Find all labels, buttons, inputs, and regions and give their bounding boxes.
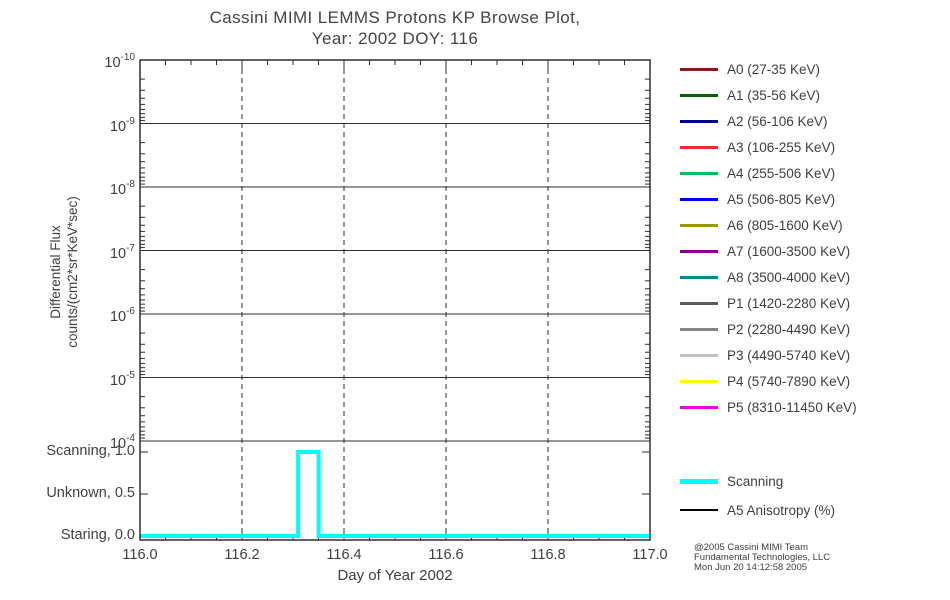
legend-item-scanning: Scanning <box>680 473 783 489</box>
legend-color-line <box>680 67 718 71</box>
legend-item-a6: A6 (805-1600 KeV) <box>680 217 843 233</box>
legend-item-label: A8 (3500-4000 KeV) <box>727 269 851 285</box>
y-tick-label: 10-4 <box>109 433 135 452</box>
legend-item-label: P2 (2280-4490 KeV) <box>727 321 851 337</box>
legend-color-line <box>680 223 718 227</box>
legend-color-line <box>680 93 718 97</box>
legend-color-line <box>680 249 718 253</box>
y-tick-label: 10-9 <box>109 115 135 135</box>
legend-item-label: P3 (4490-5740 KeV) <box>727 347 851 363</box>
legend-color-line <box>680 197 718 201</box>
legend-color-line <box>680 171 718 175</box>
y-tick-label: 10-6 <box>109 306 135 325</box>
legend-item-p4: P4 (5740-7890 KeV) <box>680 373 850 389</box>
legend-item-p3: P3 (4490-5740 KeV) <box>680 347 850 363</box>
legend-color-line <box>680 145 718 149</box>
x-tick-label: 116.0 <box>122 547 158 563</box>
legend-item-a3: A3 (106-255 KeV) <box>680 139 835 155</box>
legend-color-line <box>680 119 718 123</box>
legend-color-line <box>680 379 718 383</box>
y-tick-label: 10-10 <box>104 52 135 71</box>
legend-item-label: A5 Anisotropy (%) <box>727 502 836 518</box>
legend-item-label: A3 (106-255 KeV) <box>727 139 836 155</box>
plot-frame <box>139 59 651 541</box>
legend-item-p2: P2 (2280-4490 KeV) <box>680 321 850 337</box>
plot-title-line1: Cassini MIMI LEMMS Protons KP Browse Plo… <box>209 8 581 27</box>
legend-item-label: P1 (1420-2280 KeV) <box>727 295 851 311</box>
mode-axis-label: Scanning, 1.0 <box>46 443 135 459</box>
legend-item-a5-anisotropy: A5 Anisotropy (%) <box>680 502 835 518</box>
credit-line2: Fundamental Technologies, LLC <box>694 552 831 563</box>
legend-color-line <box>680 478 718 484</box>
legend-item-label: P4 (5740-7890 KeV) <box>727 373 851 389</box>
legend-item-a5: A5 (506-805 KeV) <box>680 191 835 207</box>
legend-item-label: A7 (1600-3500 KeV) <box>727 243 851 259</box>
credit-line3: Mon Jun 20 14:12:58 2005 <box>694 562 808 573</box>
legend-item-label: A4 (255-506 KeV) <box>727 165 836 181</box>
legend-item-a8: A8 (3500-4000 KeV) <box>680 269 850 285</box>
scanning-mode-trace <box>140 450 650 538</box>
legend-item-label: Scanning <box>727 473 784 489</box>
credit-text: @2005 Cassini MIMI Team Fundamental Tech… <box>694 543 830 573</box>
x-tick-label: 116.4 <box>326 547 362 563</box>
legend-item-label: A2 (56-106 KeV) <box>727 113 828 129</box>
legend-color-line <box>680 353 718 357</box>
y-tick-label: 10-8 <box>109 179 135 198</box>
legend-item-a7: A7 (1600-3500 KeV) <box>680 243 850 259</box>
legend-item-label: P5 (8310-11450 KeV) <box>727 399 857 415</box>
x-tick-label: 116.2 <box>224 547 260 563</box>
x-axis-label: Day of Year 2002 <box>337 567 453 584</box>
x-tick-label: 116.8 <box>530 547 566 563</box>
legend-item-label: A0 (27-35 KeV) <box>727 61 821 77</box>
legend-color-line <box>680 327 718 331</box>
x-tick-label: 116.6 <box>428 547 464 563</box>
legend-item-label: A5 (506-805 KeV) <box>727 191 836 207</box>
mode-axis-label: Unknown, 0.5 <box>46 485 135 501</box>
y-tick-label: 10-7 <box>109 242 135 262</box>
x-tick-label: 117.0 <box>632 547 668 563</box>
mode-axis-label: Staring, 0.0 <box>60 527 135 543</box>
plot-title-line2: Year: 2002 DOY: 116 <box>311 29 479 48</box>
legend-color-line <box>680 301 718 305</box>
legend-item-p5: P5 (8310-11450 KeV) <box>680 399 857 415</box>
credit-line1: @2005 Cassini MIMI Team <box>694 542 809 553</box>
legend-item-p1: P1 (1420-2280 KeV) <box>680 295 850 311</box>
legend-item-label: A6 (805-1600 KeV) <box>727 217 843 233</box>
legend-item-a4: A4 (255-506 KeV) <box>680 165 835 181</box>
plot-title: Cassini MIMI LEMMS Protons KP Browse Plo… <box>95 7 695 49</box>
legend-item-a0: A0 (27-35 KeV) <box>680 61 820 77</box>
legend-item-label: A1 (35-56 KeV) <box>727 87 821 103</box>
y-tick-label: 10-5 <box>109 369 135 389</box>
legend-color-line <box>680 509 718 511</box>
legend-color-line <box>680 275 718 279</box>
legend-item-a1: A1 (35-56 KeV) <box>680 87 820 103</box>
legend-item-a2: A2 (56-106 KeV) <box>680 113 828 129</box>
legend-color-line <box>680 405 718 409</box>
